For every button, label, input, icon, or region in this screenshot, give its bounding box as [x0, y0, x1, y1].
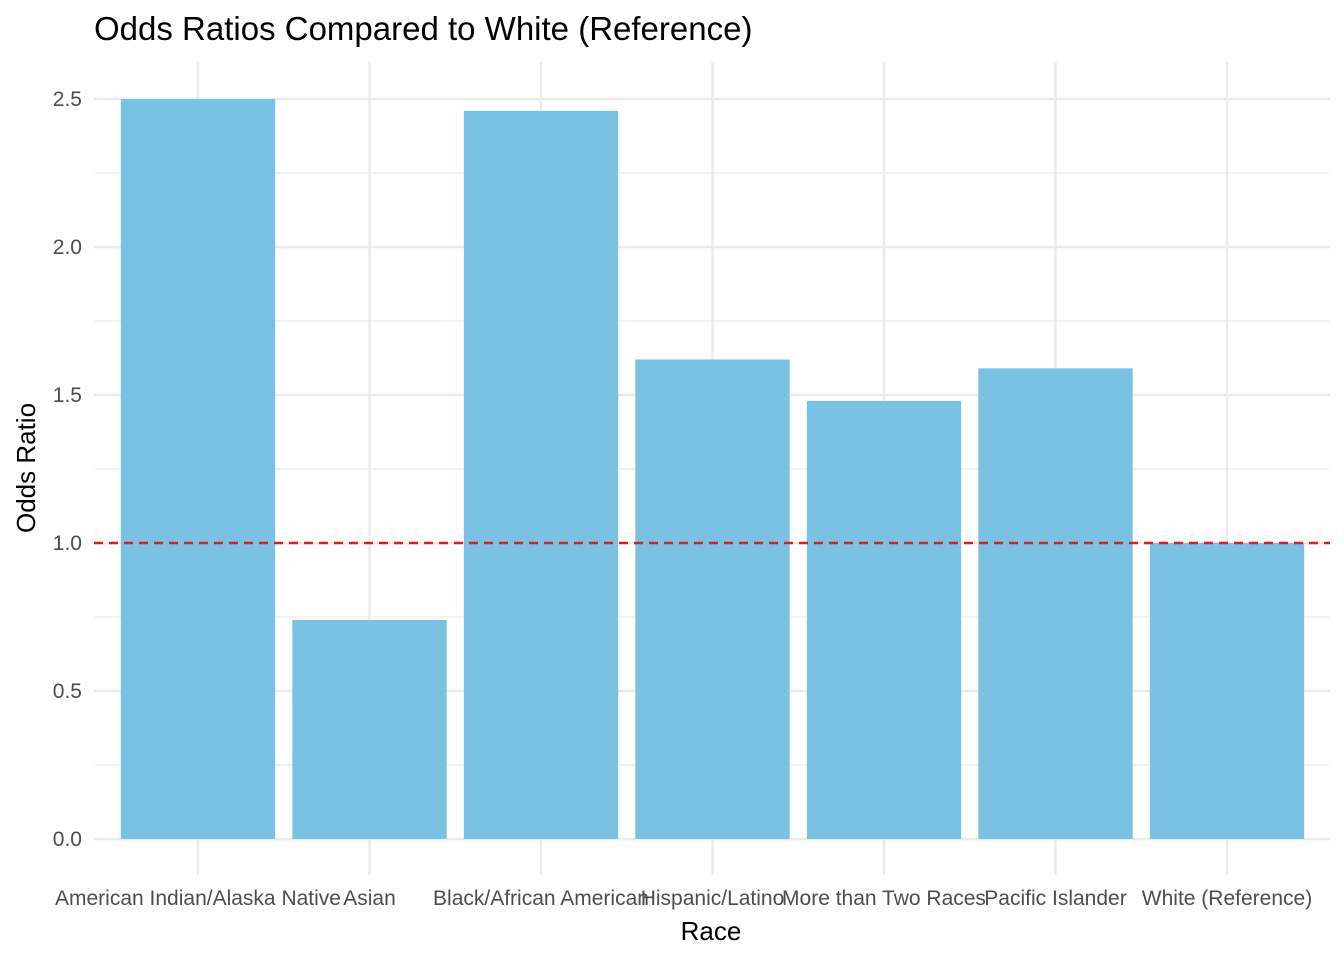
chart-title: Odds Ratios Compared to White (Reference…: [94, 10, 752, 47]
x-tick-label: American Indian/Alaska Native: [55, 887, 341, 910]
y-tick-label: 0.0: [53, 828, 82, 851]
y-tick-labels: 0.0 0.5 1.0 1.5 2.0 2.5: [53, 88, 82, 851]
x-axis-title: Race: [681, 916, 742, 946]
x-tick-label: Black/African American: [433, 887, 649, 910]
x-tick-label: Hispanic/Latino: [641, 887, 785, 910]
x-tick-label: White (Reference): [1142, 887, 1312, 910]
bar: [292, 619, 447, 839]
bar: [635, 359, 790, 839]
bar: [978, 368, 1133, 839]
y-tick-label: 1.0: [53, 532, 82, 555]
x-tick-labels: American Indian/Alaska Native Asian Black/…: [55, 887, 1312, 910]
y-tick-label: 2.0: [53, 236, 82, 259]
bar: [120, 99, 276, 839]
y-tick-label: 2.5: [53, 88, 82, 111]
bar: [1149, 543, 1305, 839]
bars: [120, 99, 1305, 840]
bar: [463, 110, 619, 840]
y-axis-title: Odds Ratio: [11, 403, 41, 533]
bar: [806, 400, 962, 839]
x-tick-label: Pacific Islander: [984, 887, 1126, 910]
x-tick-label: More than Two Races: [782, 887, 986, 910]
x-tick-label: Asian: [343, 887, 396, 910]
y-tick-label: 0.5: [53, 680, 82, 703]
y-tick-label: 1.5: [53, 384, 82, 407]
